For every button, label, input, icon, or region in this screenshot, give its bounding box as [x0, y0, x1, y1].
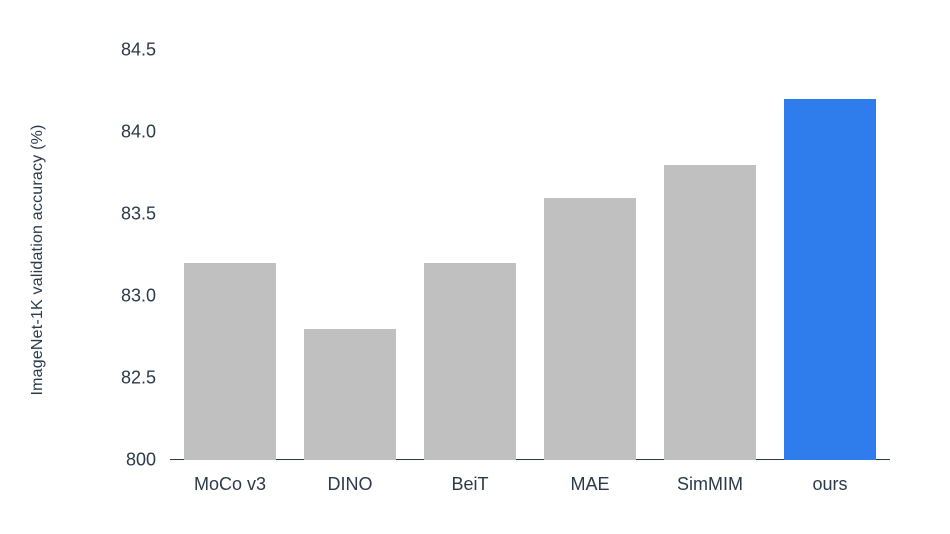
- bar: [184, 263, 275, 460]
- x-labels: MoCo v3DINOBeiTMAESimMIMours: [170, 460, 890, 495]
- x-tick-label: ours: [770, 474, 890, 495]
- y-tick-label: 82.5: [121, 368, 170, 389]
- y-tick-label: 84.5: [121, 40, 170, 61]
- y-axis-label: ImageNet-1K validation accuracy (%): [29, 124, 47, 395]
- plot-area: 80082.583.083.584.084.5 MoCo v3DINOBeiTM…: [170, 50, 890, 460]
- x-tick-label: BeiT: [410, 474, 530, 495]
- bar-slot: [650, 50, 770, 460]
- y-tick-label: 83.5: [121, 204, 170, 225]
- bars-container: [170, 50, 890, 460]
- bar: [544, 198, 635, 460]
- x-tick-label: SimMIM: [650, 474, 770, 495]
- bar-slot: [290, 50, 410, 460]
- bar: [424, 263, 515, 460]
- bar: [304, 329, 395, 460]
- y-tick-label: 83.0: [121, 286, 170, 307]
- bar-slot: [410, 50, 530, 460]
- y-tick-label: 800: [126, 450, 170, 471]
- bar-chart: ImageNet-1K validation accuracy (%) 8008…: [0, 0, 950, 534]
- bar-slot: [170, 50, 290, 460]
- bar: [664, 165, 755, 460]
- y-tick-label: 84.0: [121, 122, 170, 143]
- x-tick-label: MAE: [530, 474, 650, 495]
- x-tick-label: MoCo v3: [170, 474, 290, 495]
- x-tick-label: DINO: [290, 474, 410, 495]
- bar-slot: [530, 50, 650, 460]
- bar-slot: [770, 50, 890, 460]
- bar: [784, 99, 875, 460]
